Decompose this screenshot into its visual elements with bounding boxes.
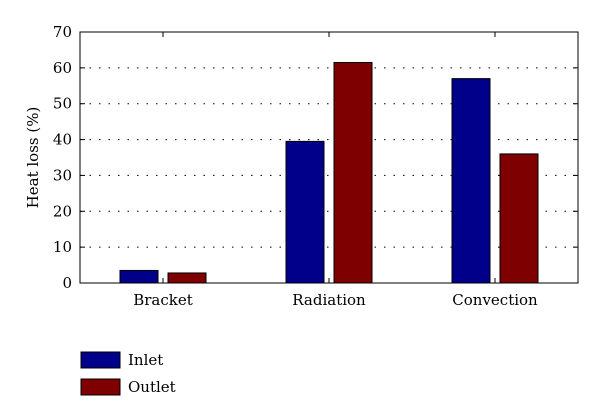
y-tick-label: 50 xyxy=(53,95,72,113)
bar-inlet-radiation xyxy=(285,140,325,284)
y-axis: 0 10 20 30 40 50 60 70 xyxy=(53,23,578,292)
y-tick-label: 10 xyxy=(53,238,72,256)
legend-label-outlet: Outlet xyxy=(128,378,176,396)
x-tick-label: Convection xyxy=(452,291,538,309)
y-tick-label: 20 xyxy=(53,202,72,220)
y-tick-label: 70 xyxy=(53,23,72,41)
bars xyxy=(119,61,539,284)
y-axis-label: Heat loss (%) xyxy=(24,107,42,209)
legend: Inlet Outlet xyxy=(80,351,176,396)
y-tick-label: 30 xyxy=(53,166,72,184)
legend-swatch-outlet xyxy=(80,378,121,396)
bar-inlet-convection xyxy=(451,78,491,284)
y-tick-label: 0 xyxy=(62,274,72,292)
legend-swatch-inlet xyxy=(80,351,121,369)
bar-outlet-bracket xyxy=(167,272,207,284)
legend-label-inlet: Inlet xyxy=(128,351,163,369)
x-tick-label: Bracket xyxy=(133,291,193,309)
y-tick-label: 60 xyxy=(53,59,72,77)
y-tick-label: 40 xyxy=(53,131,72,149)
x-axis: Bracket Radiation Convection xyxy=(133,32,538,309)
bar-outlet-convection xyxy=(499,153,539,284)
x-tick-label: Radiation xyxy=(292,291,366,309)
bar-outlet-radiation xyxy=(333,61,373,284)
bar-inlet-bracket xyxy=(119,269,159,284)
